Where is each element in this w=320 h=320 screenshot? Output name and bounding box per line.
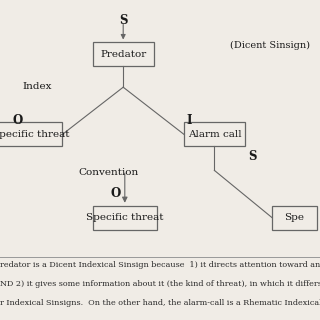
Bar bbox=[272, 205, 317, 230]
Text: ND 2) it gives some information about it (the kind of threat), in which it diffe: ND 2) it gives some information about it… bbox=[0, 280, 320, 288]
Text: Specific threat: Specific threat bbox=[0, 130, 69, 139]
Text: Specific threat: Specific threat bbox=[86, 213, 164, 222]
Text: Convention: Convention bbox=[79, 168, 139, 177]
Text: redator is a Dicent Indexical Sinsign because  1) it directs attention toward an: redator is a Dicent Indexical Sinsign be… bbox=[0, 261, 320, 269]
Text: Alarm call: Alarm call bbox=[188, 130, 241, 139]
Bar bbox=[93, 43, 154, 67]
Text: O: O bbox=[12, 114, 23, 126]
Text: Predator: Predator bbox=[100, 50, 146, 59]
Text: Spe: Spe bbox=[284, 213, 304, 222]
Bar bbox=[93, 205, 157, 230]
Text: S: S bbox=[249, 150, 257, 163]
Bar bbox=[184, 123, 245, 147]
Text: I: I bbox=[186, 114, 192, 126]
Text: (Dicent Sinsign): (Dicent Sinsign) bbox=[230, 41, 310, 50]
Text: O: O bbox=[110, 187, 120, 200]
Bar bbox=[0, 123, 62, 147]
Text: Index: Index bbox=[22, 82, 52, 91]
Text: r Indexical Sinsigns.  On the other hand, the alarm-call is a Rhematic Indexical: r Indexical Sinsigns. On the other hand,… bbox=[0, 299, 320, 307]
Text: S: S bbox=[119, 14, 127, 27]
